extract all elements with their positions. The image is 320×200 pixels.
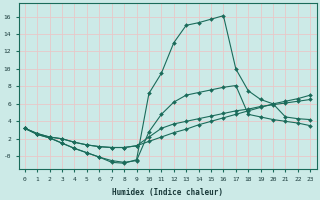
X-axis label: Humidex (Indice chaleur): Humidex (Indice chaleur) [112, 188, 223, 197]
